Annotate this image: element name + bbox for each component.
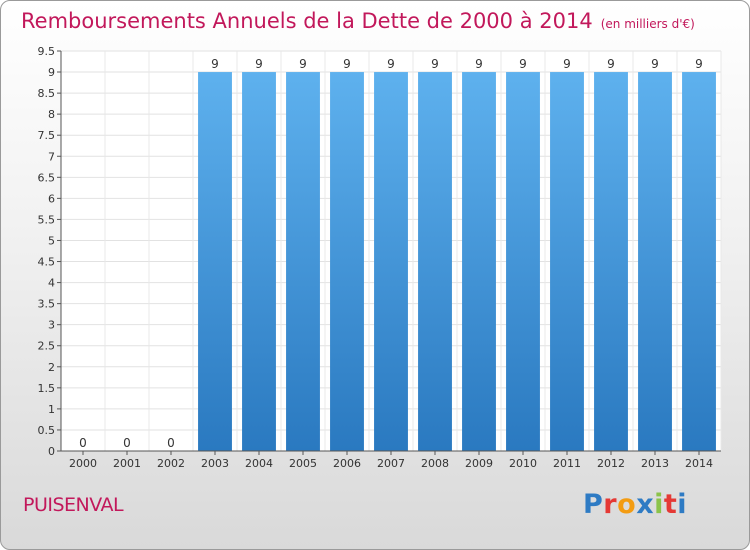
bar-value-label: 9 — [607, 57, 615, 71]
axis-layer: 0 0.5 1 1.5 2 2.5 3 3.5 4 4.5 5 5.5 6 6.5 7 7.5 8 8.5 9 9.5… — [38, 45, 721, 470]
y-tick-label: 3.5 — [38, 298, 56, 311]
logo-letter: i — [654, 489, 664, 520]
bar — [374, 72, 408, 451]
bar-value-label: 0 — [167, 436, 175, 450]
bar-value-label: 9 — [519, 57, 527, 71]
x-tick-label: 2007 — [377, 457, 405, 470]
logo-letter: P — [583, 489, 604, 520]
bar — [330, 72, 364, 451]
bar — [198, 72, 232, 451]
label-layer: 0 0 0 9 9 9 9 9 9 9 9 9 9 9 9 — [79, 57, 703, 450]
bar-value-label: 9 — [475, 57, 483, 71]
x-tick-label: 2012 — [597, 457, 625, 470]
bar — [286, 72, 320, 451]
logo-letter: i — [677, 489, 688, 520]
y-tick-label: 5 — [48, 234, 55, 247]
y-tick-label: 7.5 — [38, 129, 56, 142]
chart-title-text: Remboursements Annuels de la Dette de 20… — [21, 9, 593, 33]
proxiti-logo[interactable]: Proxiti — [583, 489, 687, 520]
bar — [682, 72, 716, 451]
y-tick-label: 1 — [48, 403, 55, 416]
y-tick-label: 8.5 — [38, 87, 56, 100]
bar-value-label: 9 — [343, 57, 351, 71]
y-tick-label: 3 — [48, 319, 55, 332]
chart-title: Remboursements Annuels de la Dette de 20… — [21, 9, 695, 33]
logo-letter: x — [636, 489, 655, 520]
x-tick-label: 2002 — [157, 457, 185, 470]
y-tick-label: 0 — [48, 445, 55, 458]
y-tick-label: 8 — [48, 108, 55, 121]
bar-value-label: 9 — [255, 57, 263, 71]
x-tick-label: 2009 — [465, 457, 493, 470]
x-tick-label: 2010 — [509, 457, 537, 470]
logo-letter: r — [603, 489, 618, 520]
y-tick-label: 4 — [48, 277, 55, 290]
bar — [594, 72, 628, 451]
bar-value-label: 9 — [211, 57, 219, 71]
bar — [418, 72, 452, 451]
commune-name: PUISENVAL — [23, 494, 124, 516]
y-tick-label: 6 — [48, 192, 55, 205]
bar-value-label: 9 — [387, 57, 395, 71]
y-tick-label: 9.5 — [38, 45, 56, 58]
x-tick-label: 2008 — [421, 457, 449, 470]
chart-unit: (en milliers d'€) — [600, 17, 695, 31]
bar-value-label: 0 — [79, 436, 87, 450]
y-tick-label: 9 — [48, 66, 55, 79]
logo-letter: o — [617, 489, 637, 520]
bar — [506, 72, 540, 451]
bar-value-label: 9 — [299, 57, 307, 71]
x-tick-label: 2013 — [641, 457, 669, 470]
x-tick-label: 2005 — [289, 457, 317, 470]
bar-value-label: 9 — [651, 57, 659, 71]
y-tick-label: 7 — [48, 150, 55, 163]
bar-value-label: 9 — [695, 57, 703, 71]
y-tick-label: 1.5 — [38, 382, 56, 395]
logo-letter: t — [663, 489, 678, 520]
bar — [550, 72, 584, 451]
x-tick-label: 2003 — [201, 457, 229, 470]
y-tick-label: 2.5 — [38, 340, 56, 353]
x-tick-label: 2001 — [113, 457, 141, 470]
x-tick-label: 2004 — [245, 457, 273, 470]
bar — [638, 72, 672, 451]
x-tick-label: 2011 — [553, 457, 581, 470]
x-tick-label: 2014 — [685, 457, 713, 470]
bar — [242, 72, 276, 451]
y-tick-label: 0.5 — [38, 424, 56, 437]
x-tick-label: 2006 — [333, 457, 361, 470]
bar-layer — [198, 72, 716, 451]
bar-value-label: 0 — [123, 436, 131, 450]
bar-value-label: 9 — [431, 57, 439, 71]
bar-value-label: 9 — [563, 57, 571, 71]
y-tick-label: 6.5 — [38, 171, 56, 184]
x-tick-label: 2000 — [69, 457, 97, 470]
y-tick-label: 5.5 — [38, 213, 56, 226]
y-tick-label: 2 — [48, 361, 55, 374]
bar — [462, 72, 496, 451]
y-tick-label: 4.5 — [38, 256, 56, 269]
